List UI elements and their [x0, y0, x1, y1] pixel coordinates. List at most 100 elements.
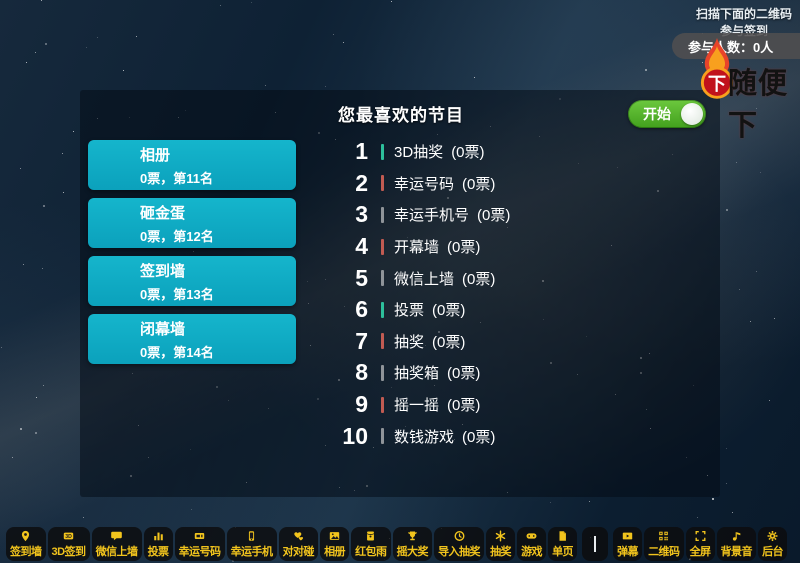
- side-card-photo-album[interactable]: 相册 0票，第11名: [88, 140, 296, 190]
- rank-label: 开幕墙: [394, 239, 440, 257]
- rank-label: 3D抽奖: [394, 144, 444, 162]
- toolbar-button-danmaku[interactable]: 弹幕: [613, 527, 643, 561]
- side-card-closing-wall[interactable]: 闭幕墙 0票，第14名: [88, 314, 296, 364]
- ranking-row[interactable]: 4 开幕墙 (0票): [330, 231, 710, 263]
- toolbar-button-label: 背景音: [720, 546, 753, 558]
- rank-number: 5: [355, 264, 368, 291]
- rank-color-bar: [381, 428, 384, 445]
- toolbar-button-label: 全屏: [689, 546, 712, 558]
- bottom-toolbar: 签到墙 3D 3D签到 微信上墙 投票 幸运号码 幸运手机 对对碰 相册 红包雨…: [6, 527, 798, 561]
- toolbar-button-label: 游戏: [521, 546, 543, 558]
- side-card-stats: 0票，第14名: [140, 344, 214, 360]
- toolbar-button-lottery[interactable]: 抽奖: [486, 527, 516, 561]
- side-card-signin-wall[interactable]: 签到墙 0票，第13名: [88, 256, 296, 306]
- rank-color-bar: [381, 143, 384, 160]
- toolbar-button-label: 单页: [552, 546, 574, 558]
- toolbar-button-single-page[interactable]: 单页: [548, 527, 578, 561]
- side-card-label: 相册: [140, 146, 171, 164]
- rank-label: 微信上墙: [394, 270, 455, 288]
- rank-label: 数钱游戏: [394, 428, 455, 446]
- side-card-stats: 0票，第11名: [140, 170, 213, 186]
- start-toggle[interactable]: 开始: [628, 100, 706, 128]
- ranking-row[interactable]: 7 抽奖 (0票): [330, 326, 710, 358]
- ranking-row[interactable]: 6 投票 (0票): [330, 294, 710, 326]
- hearts-icon: [294, 532, 303, 541]
- rank-votes: (0票): [462, 428, 496, 446]
- panel-title: 您最喜欢的节目: [338, 106, 464, 125]
- toolbar-button-signin-wall[interactable]: 签到墙: [6, 527, 46, 561]
- rank-color-bar: [381, 301, 384, 318]
- start-toggle-label: 开始: [643, 106, 671, 122]
- toolbar-button-3d-signin[interactable]: 3D 3D签到: [47, 527, 90, 561]
- rank-number: 6: [355, 296, 368, 323]
- toolbar-button-fullscreen[interactable]: 全屏: [685, 527, 715, 561]
- toolbar-button-qr-code[interactable]: 二维码: [644, 527, 684, 561]
- ranking-row[interactable]: 2 幸运号码 (0票): [330, 168, 710, 200]
- toggle-knob[interactable]: [681, 103, 703, 125]
- toolbar-button-import-lottery[interactable]: 导入抽奖: [434, 527, 485, 561]
- rank-color-bar: [381, 270, 384, 287]
- rank-color-bar: [381, 206, 384, 223]
- side-card-content: 闭幕墙 0票，第14名: [140, 318, 244, 361]
- toolbar-button-wechat-wall[interactable]: 微信上墙: [91, 527, 142, 561]
- toolbar-button-shake-prize[interactable]: 摇大奖: [392, 527, 433, 561]
- rank-votes: (0票): [462, 175, 496, 193]
- ranking-row[interactable]: 9 摇一摇 (0票): [330, 389, 710, 421]
- ranking-list: 1 3D抽奖 (0票) 2 幸运号码 (0票) 3 幸运手机号 (0票) 4 开…: [330, 136, 710, 452]
- toolbar-button-photo-album[interactable]: 相册: [320, 527, 350, 561]
- rank-color-bar: [381, 238, 384, 255]
- toolbar-button-lucky-number[interactable]: 幸运号码: [174, 527, 225, 561]
- gear-icon: [767, 531, 778, 541]
- music-icon: [732, 532, 741, 541]
- side-card-content: 签到墙 0票，第13名: [140, 260, 244, 303]
- ranking-row[interactable]: 1 3D抽奖 (0票): [330, 136, 710, 168]
- ranking-row[interactable]: 10 数钱游戏 (0票): [330, 420, 710, 452]
- toolbar-button-label: 微信上墙: [95, 546, 139, 558]
- divider-bar: [594, 536, 597, 552]
- toolbar-button-red-packet-rain[interactable]: 红包雨: [351, 527, 391, 561]
- toolbar-button-games[interactable]: 游戏: [517, 527, 547, 561]
- phone-icon: [248, 531, 255, 541]
- toolbar-button-label: 签到墙: [10, 546, 42, 558]
- side-card-golden-egg[interactable]: 砸金蛋 0票，第12名: [88, 198, 296, 248]
- rank-label: 幸运手机号: [394, 207, 470, 225]
- rank-number: 9: [355, 391, 368, 418]
- toolbar-button-lucky-phone[interactable]: 幸运手机: [226, 527, 277, 561]
- rank-label: 投票: [394, 302, 425, 320]
- rank-number: 10: [342, 422, 368, 449]
- toolbar-divider[interactable]: [582, 527, 609, 561]
- rank-votes: (0票): [432, 333, 466, 351]
- rank-number: 2: [355, 169, 368, 196]
- danmaku-icon: [622, 532, 633, 540]
- side-card-stats: 0票，第13名: [140, 286, 214, 302]
- side-card-list: 相册 0票，第11名 砸金蛋 0票，第12名 签到墙 0票，第13名 闭幕墙 0…: [88, 140, 296, 372]
- rank-number: 8: [355, 359, 368, 386]
- rank-color-bar: [381, 364, 384, 381]
- ticket-icon: [194, 533, 205, 539]
- rank-votes: (0票): [447, 397, 481, 415]
- svg-text:3D: 3D: [65, 534, 72, 540]
- toolbar-button-vote[interactable]: 投票: [143, 527, 173, 561]
- ranking-row[interactable]: 8 抽奖箱 (0票): [330, 357, 710, 389]
- rank-votes: (0票): [462, 270, 496, 288]
- flame-logo-icon: 下: [700, 37, 734, 99]
- photo-icon: [329, 532, 340, 540]
- rank-color-bar: [381, 396, 384, 413]
- rank-votes: (0票): [477, 207, 511, 225]
- rank-label: 摇一摇: [394, 397, 440, 415]
- ranking-row[interactable]: 3 幸运手机号 (0票): [330, 199, 710, 231]
- toolbar-button-label: 抽奖: [490, 546, 512, 558]
- watermark-text: 随便下: [728, 68, 789, 142]
- toolbar-button-admin[interactable]: 后台: [758, 527, 788, 561]
- 3d-icon: 3D: [63, 532, 74, 540]
- red-packet-icon: [367, 531, 375, 541]
- ranking-row[interactable]: 5 微信上墙 (0票): [330, 262, 710, 294]
- rank-label: 幸运号码: [394, 175, 455, 193]
- rank-color-bar: [381, 175, 384, 192]
- rank-votes: (0票): [451, 144, 485, 162]
- rank-label: 抽奖箱: [394, 365, 440, 383]
- toolbar-button-match-game[interactable]: 对对碰: [278, 527, 319, 561]
- side-card-content: 砸金蛋 0票，第12名: [140, 202, 244, 245]
- toolbar-button-background-music[interactable]: 背景音: [716, 527, 757, 561]
- watermark: 下 随便下: [688, 36, 800, 142]
